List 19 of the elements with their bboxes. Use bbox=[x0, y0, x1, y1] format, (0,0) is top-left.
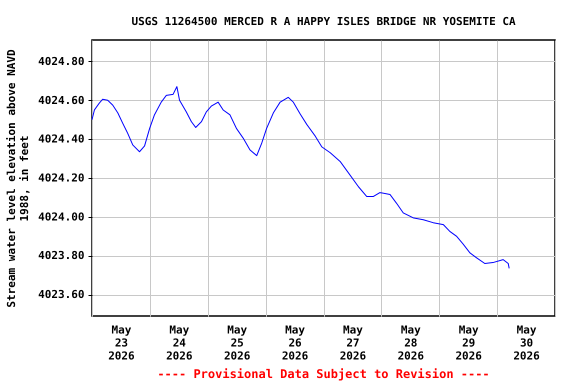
x-tick-label: May 24 2026 bbox=[166, 324, 193, 362]
chart-title: USGS 11264500 MERCED R A HAPPY ISLES BRIDGE NR YOSEMITE CA bbox=[131, 15, 516, 28]
x-tick-label: May 23 2026 bbox=[108, 324, 136, 362]
y-tick-label: 4024.20 bbox=[38, 172, 84, 184]
y-tick-label: 4023.60 bbox=[38, 288, 84, 302]
x-tick-label: May 28 2026 bbox=[398, 324, 424, 362]
x-tick-label: May 29 2026 bbox=[455, 324, 482, 362]
x-tick-label: May 26 2026 bbox=[282, 324, 309, 362]
x-tick-label: May 27 2026 bbox=[340, 324, 367, 362]
y-tick-label: 4023.80 bbox=[38, 249, 84, 262]
y-tick-label: 4024.60 bbox=[38, 94, 84, 107]
x-tick-label: May 30 2026 bbox=[513, 324, 540, 362]
x-tick-label: May 25 2026 bbox=[224, 324, 251, 362]
y-tick-label: 4024.40 bbox=[38, 132, 84, 146]
text: ---- Provisional Data Subject to Revision ---- bbox=[156, 367, 491, 381]
line-series bbox=[92, 86, 510, 269]
y-tick-label: 4024.80 bbox=[38, 54, 84, 68]
y-tick-label: 4024.00 bbox=[38, 210, 84, 224]
y-axis-title: Stream water level elevation above NAVD 1988, in feet bbox=[5, 48, 32, 308]
